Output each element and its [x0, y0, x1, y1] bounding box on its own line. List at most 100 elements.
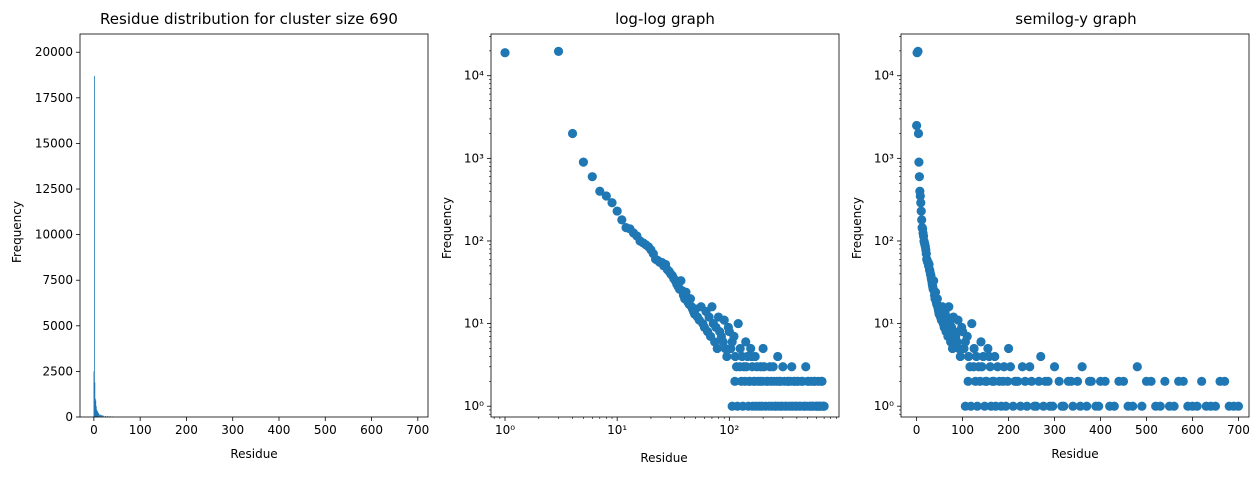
semilog-y-ticks: 10⁰ 10¹ 10² 10³ 10⁴: [874, 36, 901, 415]
x-tick-label: 700: [1227, 423, 1250, 437]
scatter-point: [947, 343, 958, 354]
scatter-point: [913, 128, 924, 139]
scatter-point: [735, 343, 745, 354]
y-tick-label: 10⁴: [464, 69, 484, 83]
semilog-points: [912, 46, 1244, 411]
y-tick-label: 10¹: [464, 317, 484, 331]
y-tick-label: 10²: [874, 234, 894, 248]
scatter-point: [601, 191, 611, 201]
histogram-x-axis-label: Residue: [230, 447, 277, 461]
scatter-point: [746, 343, 756, 354]
scatter-point: [1008, 401, 1018, 411]
scatter-point: [985, 362, 995, 372]
scatter-point: [1034, 376, 1044, 386]
x-tick-label: 700: [406, 423, 429, 437]
scatter-point: [587, 172, 597, 182]
scatter-point: [1084, 376, 1095, 386]
x-tick-label: 0: [913, 423, 921, 437]
scatter-point: [801, 362, 811, 372]
scatter-point: [932, 294, 942, 304]
y-tick-label: 10000: [35, 228, 73, 242]
scatter-point: [962, 331, 972, 341]
scatter-point: [992, 362, 1003, 372]
histogram-bar: [98, 413, 99, 417]
histogram-bar: [100, 414, 102, 417]
x-tick-label: 500: [1135, 423, 1158, 437]
y-tick-label: 2500: [42, 364, 73, 378]
scatter-point: [612, 206, 622, 216]
semilog-x-ticks: 0 100 200 300 400 500 600 700: [913, 417, 1250, 437]
x-tick-label: 400: [268, 423, 291, 437]
scatter-point: [917, 215, 927, 225]
scatter-point: [617, 215, 627, 225]
x-tick-label: 10²: [719, 423, 739, 437]
log-log-y-ticks: 10⁰ 10¹ 10² 10³ 10⁴: [464, 36, 491, 415]
scatter-point: [916, 206, 926, 216]
scatter-point: [741, 362, 752, 372]
scatter-point: [1072, 376, 1083, 386]
log-log-y-axis-label: Frequency: [440, 197, 454, 259]
histogram-bar: [96, 410, 98, 417]
y-tick-label: 5000: [42, 319, 73, 333]
y-tick-label: 10²: [464, 234, 484, 248]
scatter-point: [778, 362, 788, 372]
histogram-bar: [95, 406, 97, 417]
x-tick-label: 600: [1181, 423, 1204, 437]
scatter-point: [1003, 376, 1013, 386]
scatter-point: [1017, 362, 1027, 372]
x-tick-label: 300: [221, 423, 244, 437]
scatter-point: [1068, 401, 1078, 411]
y-tick-label: 7500: [42, 273, 73, 287]
scatter-point: [916, 198, 926, 208]
semilog-panel: semilog-y graph Residue Frequency 0 100 20…: [850, 10, 1250, 461]
log-log-x-axis-label: Residue: [640, 451, 687, 465]
histogram-x-ticks: 0 100 200 300 400 500 600 700: [90, 417, 429, 437]
histogram-axes-frame: [79, 33, 429, 418]
scatter-point: [1015, 401, 1026, 411]
scatter-point: [975, 376, 985, 386]
scatter-point: [1043, 376, 1053, 386]
scatter-point: [722, 351, 732, 362]
scatter-point: [929, 276, 939, 286]
y-tick-label: 15000: [35, 136, 73, 150]
histogram-bar: [101, 415, 103, 417]
scatter-point: [1201, 401, 1211, 411]
scatter-point: [915, 191, 925, 201]
histogram-bar: [107, 416, 109, 417]
scatter-point: [981, 376, 992, 386]
semilog-x-axis-label: Residue: [1051, 447, 1098, 461]
scatter-point: [681, 287, 691, 297]
y-tick-label: 10⁰: [874, 399, 894, 413]
scatter-point: [607, 198, 617, 208]
semilog-y-axis-label: Frequency: [850, 197, 864, 259]
histogram-bars: [93, 75, 113, 417]
histogram-bar: [94, 398, 96, 417]
scatter-point: [971, 351, 981, 362]
scatter-point: [969, 343, 979, 354]
y-tick-label: 12500: [35, 182, 73, 196]
scatter-point: [966, 401, 976, 411]
y-tick-label: 10³: [464, 151, 484, 165]
scatter-point: [1132, 362, 1142, 372]
scatter-point: [972, 401, 982, 411]
scatter-point: [1094, 401, 1104, 411]
scatter-point: [912, 120, 922, 131]
scatter-point: [809, 376, 819, 386]
scatter-point: [1174, 376, 1184, 386]
scatter-point: [1036, 351, 1046, 362]
scatter-point: [1118, 376, 1129, 386]
scatter-point: [1160, 376, 1170, 386]
scatter-point: [787, 362, 797, 372]
scatter-point: [1022, 401, 1032, 411]
scatter-point: [741, 337, 751, 347]
scatter-point: [735, 362, 745, 372]
scatter-point: [969, 362, 979, 372]
scatter-point: [989, 376, 999, 386]
log-log-x-ticks: 10⁰ 10¹ 10²: [493, 417, 837, 437]
scatter-point: [944, 302, 954, 312]
scatter-point: [707, 302, 717, 312]
scatter-point: [1155, 401, 1165, 411]
scatter-point: [775, 376, 786, 386]
